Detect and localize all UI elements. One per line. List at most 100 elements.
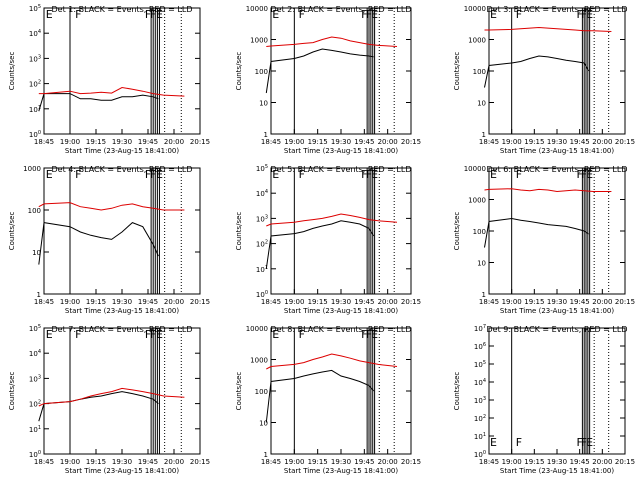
y-tick-exponent: 4: [38, 349, 41, 355]
series-lld-line: [266, 353, 398, 370]
y-axis-label: Counts/sec: [8, 372, 16, 411]
flag-marker: E: [46, 328, 53, 341]
y-tick-label: 10000: [246, 5, 268, 13]
y-tick-label: 10000: [464, 5, 486, 13]
panel-title: Det 3: BLACK = Events, RED = LLD: [487, 5, 628, 14]
y-tick-label: 1000: [23, 165, 41, 173]
y-tick-label: 102: [29, 400, 41, 409]
x-axis-label: Start Time (23-Aug-15 18:41:00): [284, 147, 398, 155]
panel-title: Det 1: BLACK = Events, RED = LLD: [52, 5, 193, 14]
panel-det-9: Det 9: BLACK = Events, RED = LLD10010110…: [453, 324, 635, 475]
x-axis-label: Start Time (23-Aug-15 18:41:00): [65, 307, 179, 315]
y-tick-label: 10000: [464, 165, 486, 173]
x-tick-label: 20:15: [190, 458, 210, 466]
series-events-line: [38, 222, 159, 265]
panel-title: Det 7: BLACK = Events, RED = LLD: [52, 325, 193, 334]
x-tick-label: 20:00: [592, 138, 612, 146]
flag-marker: E: [272, 8, 279, 21]
x-tick-label: 18:45: [479, 138, 499, 146]
flag-marker: F: [150, 168, 156, 181]
x-tick-label: 20:15: [190, 298, 210, 306]
y-tick-label: 100: [256, 290, 268, 299]
x-tick-label: 20:00: [164, 458, 184, 466]
x-axis-label: Start Time (23-Aug-15 18:41:00): [284, 467, 398, 475]
series-events-line: [265, 48, 374, 94]
flag-marker: F: [581, 168, 587, 181]
y-tick-label: 105: [256, 164, 268, 173]
flag-marker: F: [145, 168, 151, 181]
x-tick-label: 19:30: [331, 298, 351, 306]
y-tick-label: 103: [474, 396, 486, 405]
flag-marker: F: [299, 8, 305, 21]
y-tick-exponent: 3: [483, 396, 486, 402]
x-tick-label: 18:45: [479, 298, 499, 306]
series-events-line: [484, 55, 590, 88]
y-tick-exponent: 4: [483, 378, 486, 384]
flag-marker: F: [150, 328, 156, 341]
x-axis-label: Start Time (23-Aug-15 18:41:00): [65, 147, 179, 155]
panel-title: Det 6: BLACK = Events, RED = LLD: [487, 165, 628, 174]
y-tick-label: 10: [259, 100, 268, 108]
flag-marker: E: [490, 436, 497, 449]
x-tick-label: 19:15: [86, 298, 106, 306]
x-tick-label: 19:30: [112, 458, 132, 466]
y-tick-label: 10000: [246, 325, 268, 333]
y-tick-label: 100: [29, 450, 41, 459]
y-tick-exponent: 5: [38, 324, 41, 330]
x-tick-label: 20:15: [190, 138, 210, 146]
y-tick-label: 1000: [250, 357, 268, 365]
panel-det-6: Det 6: BLACK = Events, RED = LLD 1 10 100 10…: [453, 165, 635, 315]
panel-det-3: Det 3: BLACK = Events, RED = LLD 1 10 100 10…: [453, 5, 635, 155]
x-tick-label: 19:45: [138, 138, 158, 146]
x-tick-label: 18:45: [34, 298, 54, 306]
flag-marker: F: [75, 168, 81, 181]
y-tick-exponent: 5: [38, 4, 41, 10]
x-tick-label: 20:15: [615, 298, 635, 306]
y-tick-label: 100: [255, 388, 268, 396]
panel-title: Det 4: BLACK = Events, RED = LLD: [52, 165, 193, 174]
x-axis-label: Start Time (23-Aug-15 18:41:00): [65, 467, 179, 475]
y-tick-label: 1: [264, 451, 268, 459]
y-tick-label: 1: [37, 291, 41, 299]
x-tick-label: 18:45: [34, 458, 54, 466]
flag-marker: E: [46, 168, 53, 181]
flag-marker: F: [577, 168, 583, 181]
x-tick-label: 20:00: [164, 138, 184, 146]
panel-title: Det 5: BLACK = Events, RED = LLD: [271, 165, 412, 174]
x-tick-label: 20:15: [615, 458, 635, 466]
y-tick-label: 10: [477, 260, 486, 268]
y-tick-label: 100: [474, 450, 486, 459]
y-tick-exponent: 0: [265, 290, 268, 296]
x-tick-label: 20:00: [378, 458, 398, 466]
x-tick-label: 19:15: [86, 458, 106, 466]
flag-marker: E: [586, 436, 593, 449]
flag-marker: E: [586, 8, 593, 21]
y-axis-label: Counts/sec: [453, 212, 461, 251]
x-tick-label: 18:45: [479, 458, 499, 466]
y-tick-label: 104: [256, 189, 268, 198]
x-tick-label: 19:00: [502, 298, 522, 306]
flag-marker: E: [272, 328, 279, 341]
x-tick-label: 20:15: [615, 138, 635, 146]
y-tick-label: 1: [482, 291, 486, 299]
flag-marker: E: [371, 168, 378, 181]
y-axis-label: Counts/sec: [453, 372, 461, 411]
x-tick-label: 19:00: [60, 138, 80, 146]
x-tick-label: 20:00: [378, 138, 398, 146]
series-events-line: [265, 369, 375, 423]
flag-marker: E: [156, 328, 163, 341]
y-tick-label: 104: [29, 29, 41, 38]
flag-marker: E: [156, 168, 163, 181]
x-axis-label: Start Time (23-Aug-15 18:41:00): [500, 307, 614, 315]
series-lld-line: [38, 387, 185, 407]
y-tick-label: 102: [474, 414, 486, 423]
x-tick-label: 19:00: [60, 458, 80, 466]
series-lld-line: [266, 213, 398, 227]
flag-marker: E: [490, 168, 497, 181]
x-tick-label: 20:00: [592, 458, 612, 466]
x-axis-label: Start Time (23-Aug-15 18:41:00): [500, 467, 614, 475]
y-tick-exponent: 1: [38, 425, 41, 431]
y-tick-label: 1: [264, 131, 268, 139]
flag-marker: F: [577, 8, 583, 21]
y-axis-label: Counts/sec: [235, 372, 243, 411]
